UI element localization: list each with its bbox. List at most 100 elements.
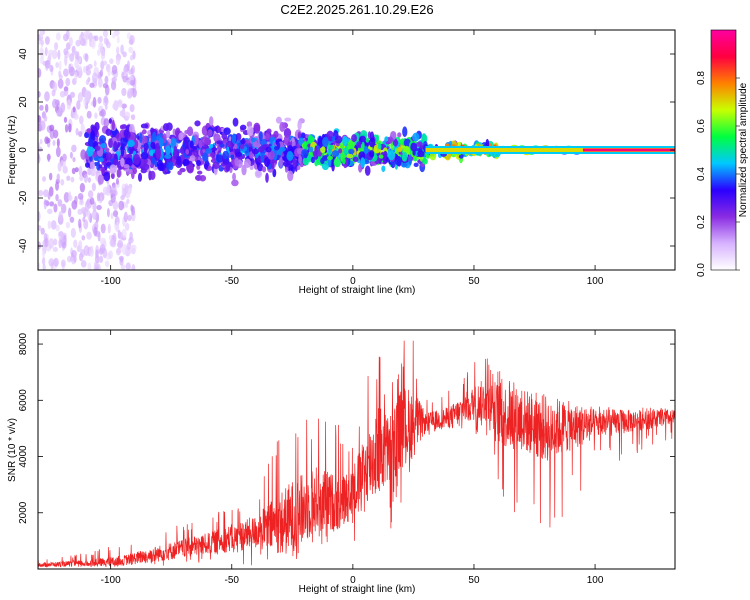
spectrogram-carrier-core <box>582 148 675 152</box>
spectrogram-cell <box>97 97 102 104</box>
spectrogram-cell <box>56 138 60 148</box>
spectrogram-cell <box>78 34 83 43</box>
spectrogram-cell <box>89 197 95 205</box>
spectrogram-cell <box>120 146 125 157</box>
spectrogram-cell <box>95 266 99 270</box>
spectrogram-cell <box>203 163 209 170</box>
spectrogram-cell <box>208 143 214 149</box>
spectrogram-cell <box>119 231 123 240</box>
spectrogram-cell <box>44 91 50 102</box>
spectrogram-cell <box>56 109 63 117</box>
spectrogram-cell <box>231 133 237 145</box>
spectrogram-cell <box>81 235 86 241</box>
spectrogram-cell <box>87 63 93 70</box>
spectrogram-cell <box>50 220 57 230</box>
spectrogram-cell <box>130 204 134 212</box>
spectrogram-cell <box>351 134 357 143</box>
spectrogram-cell <box>86 231 92 240</box>
spectrogram-cell <box>249 165 254 171</box>
spectrogram-cell <box>209 151 216 158</box>
spectrogram-cell <box>124 185 129 194</box>
spectrogram-cell <box>102 186 109 196</box>
spectrogram-cell <box>63 86 69 92</box>
spectrogram-cell <box>60 259 66 268</box>
spectrogram-cell <box>150 141 156 149</box>
spectrogram-cell <box>116 168 121 178</box>
spectrogram-cell <box>84 89 90 101</box>
spectrogram-x-tick-label: -50 <box>225 276 240 287</box>
spectrogram-cell <box>40 227 45 235</box>
spectrogram-cell <box>72 106 76 113</box>
spectrogram-cell <box>334 135 343 144</box>
spectrogram-cell <box>275 116 282 124</box>
spectrogram-cell <box>68 123 72 133</box>
snr-series-line <box>38 340 675 568</box>
spectrogram-cell <box>291 137 295 142</box>
spectrogram-cell <box>448 140 453 146</box>
spectrogram-cell <box>129 104 135 113</box>
spectrogram-cell <box>320 157 325 165</box>
spectrogram-cell <box>88 32 93 43</box>
spectrogram-cell <box>97 174 104 185</box>
spectrogram-cell <box>264 157 270 168</box>
spectrogram-cell <box>243 158 251 168</box>
spectrogram-cell <box>86 110 92 119</box>
spectrogram-cell <box>58 211 64 222</box>
spectrogram-cell <box>57 199 63 207</box>
spectrogram-cell <box>115 248 121 256</box>
spectrogram-cell <box>69 151 73 159</box>
spectrogram-cell <box>71 144 77 153</box>
spectrogram-cell <box>296 165 301 171</box>
spectrogram-cell <box>86 199 91 206</box>
spectrogram-cell <box>43 115 48 122</box>
spectrogram-cell <box>87 190 94 199</box>
spectrogram-cell <box>73 239 78 249</box>
spectrogram-cell <box>53 203 58 213</box>
spectrogram-cell <box>326 144 335 150</box>
spectrogram-cell <box>215 153 220 160</box>
spectrogram-cell <box>57 49 61 60</box>
spectrogram-cell <box>44 59 51 69</box>
spectrogram-cell <box>239 124 247 131</box>
spectrogram-cell <box>94 35 99 42</box>
spectrogram-cell <box>246 125 254 137</box>
spectrogram-cell <box>120 136 128 147</box>
spectrogram-cell <box>96 192 101 202</box>
spectrogram-cell <box>359 135 366 142</box>
spectrogram-cell <box>106 208 110 218</box>
spectrogram-cell <box>151 157 156 165</box>
spectrogram-carrier <box>425 148 675 152</box>
spectrogram-cell <box>149 170 156 181</box>
spectrogram-cell <box>185 148 190 155</box>
spectrogram-cell <box>111 76 117 83</box>
spectrogram-cell <box>47 153 51 163</box>
spectrogram-cell <box>66 175 71 181</box>
spectrogram-cell <box>94 254 100 264</box>
spectrogram-cell <box>68 63 72 73</box>
spectrogram-cell <box>369 150 375 158</box>
spectrogram-cell <box>99 255 104 263</box>
spectrogram-cell <box>73 255 77 263</box>
spectrogram-cell <box>55 32 61 41</box>
spectrogram-cell <box>241 164 247 176</box>
spectrogram-cell <box>38 211 41 222</box>
spectrogram-cell <box>260 152 265 163</box>
spectrogram-cell <box>131 264 136 270</box>
spectrogram-cell <box>39 138 43 145</box>
spectrogram-cell <box>143 147 148 154</box>
spectrogram-cell <box>111 32 116 39</box>
spectrogram-cell <box>38 142 41 148</box>
spectrogram-cell <box>184 129 190 135</box>
spectrogram-cell <box>349 160 354 166</box>
snr-y-tick-label: 4000 <box>18 445 29 468</box>
spectrogram-cell <box>55 193 59 202</box>
spectrogram-cell <box>314 145 318 157</box>
spectrogram-cell <box>352 156 359 163</box>
spectrogram-cell <box>378 154 384 159</box>
spectrogram-cell <box>46 137 51 144</box>
spectrogram-cell <box>308 146 314 153</box>
spectrogram-cell <box>83 31 90 38</box>
colorbar: 0.0 0.2 0.4 0.6 0.8 Normalized spectral ampl… <box>696 29 749 277</box>
spectrogram-cell <box>117 239 124 250</box>
spectrogram-cell <box>232 172 237 181</box>
